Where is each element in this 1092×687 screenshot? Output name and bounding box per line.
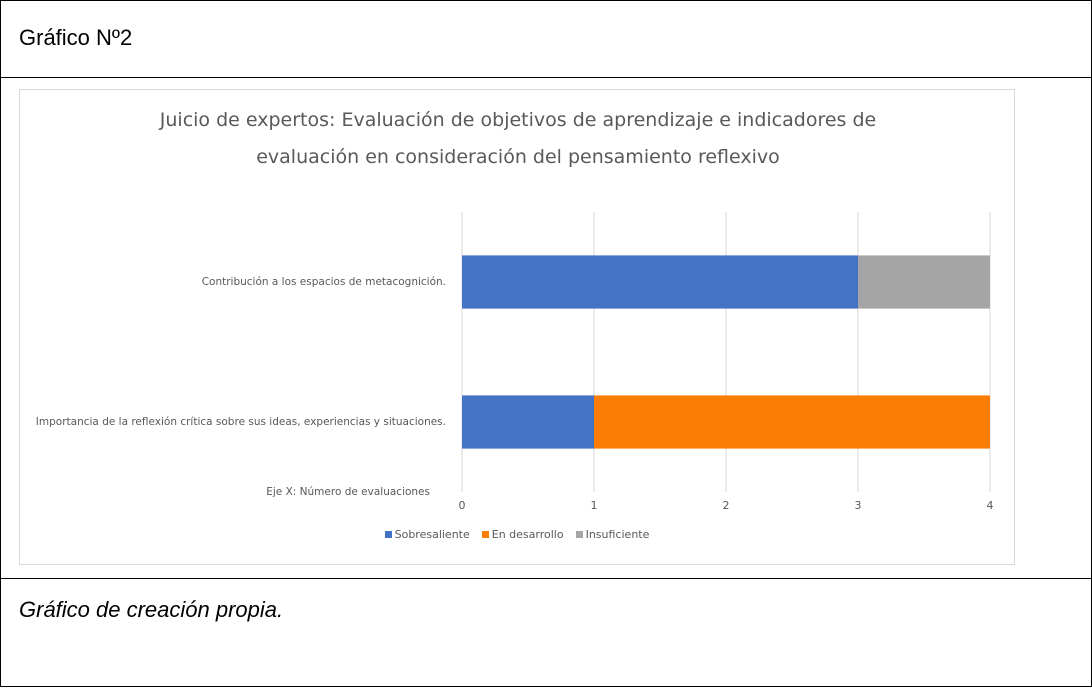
bar-segment — [594, 395, 990, 449]
bar-segment — [462, 395, 594, 449]
x-tick-label: 2 — [723, 499, 730, 512]
x-tick-label: 1 — [591, 499, 598, 512]
legend-label: Sobresaliente — [394, 528, 470, 541]
bar-segment — [462, 255, 858, 309]
bar-segment — [858, 255, 990, 309]
legend-label: En desarrollo — [491, 528, 564, 541]
legend-item: Insuficiente — [575, 528, 650, 541]
legend-label: Insuficiente — [585, 528, 650, 541]
legend-swatch — [575, 531, 583, 538]
legend-item: Sobresaliente — [384, 528, 470, 541]
x-tick-label: 3 — [855, 499, 862, 512]
legend-item: En desarrollo — [481, 528, 564, 541]
x-tick-label: 0 — [459, 499, 466, 512]
legend: Sobresaliente En desarrollo Insuficiente — [19, 528, 1015, 541]
legend-swatch — [384, 531, 392, 538]
y-tick-label: Contribución a los espacios de metacogni… — [201, 275, 446, 288]
y-tick-label: Importancia de la reflexión crítica sobr… — [35, 415, 446, 428]
caption: Gráfico de creación propia. — [19, 597, 284, 622]
x-axis-label: Eje X: Número de evaluaciones — [266, 486, 430, 498]
chart-title: Juicio de expertos: Evaluación de objeti… — [159, 109, 877, 168]
legend-swatch — [481, 531, 489, 538]
x-tick-label: 4 — [987, 499, 994, 512]
header: Gráfico Nº2 — [19, 25, 133, 50]
chart-frame — [19, 89, 1015, 565]
